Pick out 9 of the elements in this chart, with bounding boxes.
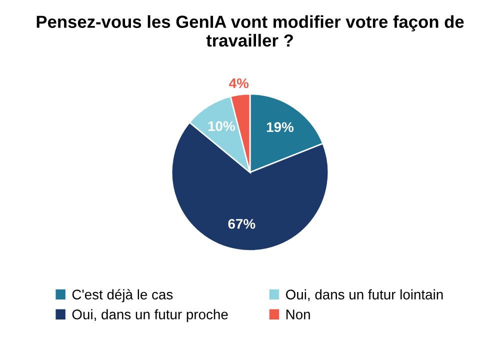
legend-label: Non	[286, 310, 310, 320]
data-label: 10%	[208, 121, 235, 132]
data-label: 19%	[266, 122, 294, 132]
legend-label: Oui, dans un futur lointain	[286, 289, 443, 302]
legend-label: C'est déjà le cas	[72, 289, 173, 302]
chart-title: Pensez-vous les GenIA vont modifier votre façon de travailler ?	[36, 15, 464, 47]
data-label: 67%	[228, 218, 256, 229]
data-label: 4%	[229, 78, 249, 88]
legend-label: Oui, dans un futur proche	[72, 309, 228, 322]
